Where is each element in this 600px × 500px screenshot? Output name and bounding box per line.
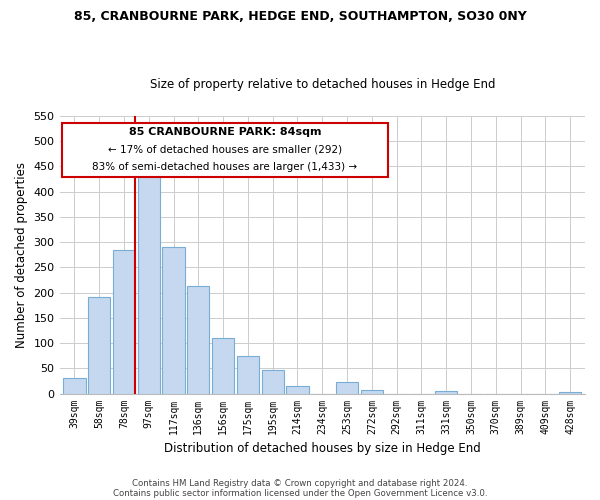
Text: Contains HM Land Registry data © Crown copyright and database right 2024.: Contains HM Land Registry data © Crown c… [132,478,468,488]
Bar [163,247,185,394]
Text: ← 17% of detached houses are smaller (292): ← 17% of detached houses are smaller (29… [108,145,342,155]
Text: 85 CRANBOURNE PARK: 84sqm: 85 CRANBOURNE PARK: 84sqm [129,128,322,138]
X-axis label: Distribution of detached houses by size in Hedge End: Distribution of detached houses by size … [164,442,481,455]
Bar [361,390,383,394]
Text: 83% of semi-detached houses are larger (1,433) →: 83% of semi-detached houses are larger (… [92,162,358,172]
Bar [336,382,358,394]
Text: Contains public sector information licensed under the Open Government Licence v3: Contains public sector information licen… [113,488,487,498]
Bar [63,378,86,394]
Bar [237,356,259,394]
Bar [88,296,110,394]
Bar [435,391,457,394]
Text: 85, CRANBOURNE PARK, HEDGE END, SOUTHAMPTON, SO30 0NY: 85, CRANBOURNE PARK, HEDGE END, SOUTHAMP… [74,10,526,23]
Bar [559,392,581,394]
Bar [137,162,160,394]
Y-axis label: Number of detached properties: Number of detached properties [15,162,28,348]
FancyBboxPatch shape [62,122,388,177]
Title: Size of property relative to detached houses in Hedge End: Size of property relative to detached ho… [149,78,495,91]
Bar [113,250,135,394]
Bar [187,286,209,394]
Bar [286,386,308,394]
Bar [262,370,284,394]
Bar [212,338,234,394]
